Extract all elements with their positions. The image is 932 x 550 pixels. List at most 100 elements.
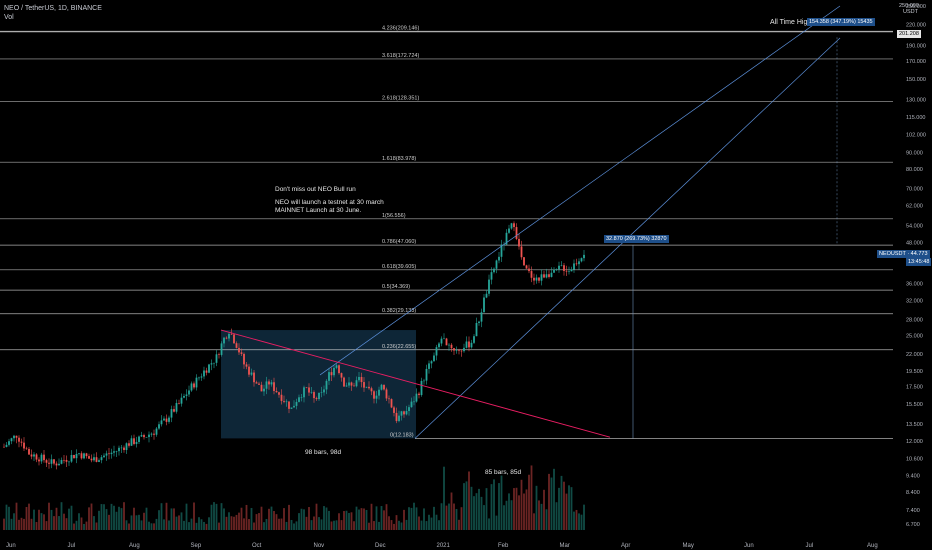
candle-body[interactable]: [98, 460, 100, 462]
candle-body[interactable]: [573, 263, 575, 270]
candle-body[interactable]: [305, 387, 308, 388]
candle-body[interactable]: [165, 418, 168, 422]
candle-body[interactable]: [3, 446, 5, 448]
candle-body[interactable]: [100, 457, 103, 461]
candle-body[interactable]: [328, 372, 330, 381]
candle-body[interactable]: [43, 454, 45, 461]
candle-body[interactable]: [118, 447, 120, 452]
candle-body[interactable]: [225, 337, 228, 339]
candle-body[interactable]: [343, 377, 345, 387]
candle-body[interactable]: [73, 455, 75, 459]
candle-body[interactable]: [373, 391, 375, 399]
candle-body[interactable]: [413, 401, 415, 403]
candle-body[interactable]: [480, 312, 483, 322]
candle-body[interactable]: [390, 399, 393, 408]
candle-body[interactable]: [55, 463, 58, 466]
candle-body[interactable]: [528, 268, 530, 272]
candle-body[interactable]: [208, 364, 210, 373]
candle-body[interactable]: [388, 398, 390, 400]
candle-body[interactable]: [555, 269, 558, 270]
candle-body[interactable]: [518, 238, 520, 247]
candle-body[interactable]: [195, 377, 198, 388]
candle-body[interactable]: [198, 377, 200, 379]
candle-body[interactable]: [565, 270, 568, 272]
candle-body[interactable]: [210, 363, 213, 365]
candle-body[interactable]: [95, 457, 98, 462]
candle-body[interactable]: [158, 424, 160, 429]
candle-body[interactable]: [460, 350, 463, 352]
candle-body[interactable]: [160, 420, 163, 425]
candle-body[interactable]: [365, 386, 368, 388]
candle-body[interactable]: [545, 274, 548, 278]
candle-body[interactable]: [258, 383, 260, 385]
volume-indicator-label[interactable]: Vol: [4, 14, 14, 21]
candle-body[interactable]: [323, 389, 325, 393]
candle-body[interactable]: [448, 344, 450, 346]
candle-body[interactable]: [215, 354, 218, 363]
candle-body[interactable]: [253, 372, 255, 383]
candle-body[interactable]: [568, 271, 570, 272]
candle-body[interactable]: [280, 394, 283, 401]
candle-body[interactable]: [175, 403, 178, 412]
candle-body[interactable]: [318, 392, 320, 400]
candle-body[interactable]: [283, 400, 285, 402]
candle-body[interactable]: [303, 387, 305, 398]
candle-body[interactable]: [115, 451, 118, 452]
candle-body[interactable]: [450, 344, 453, 349]
candle-body[interactable]: [333, 367, 335, 376]
candle-body[interactable]: [250, 372, 253, 375]
candle-body[interactable]: [498, 256, 500, 261]
candle-body[interactable]: [245, 364, 248, 367]
candle-body[interactable]: [475, 322, 478, 337]
candle-body[interactable]: [218, 354, 220, 355]
candle-body[interactable]: [410, 401, 413, 408]
candle-body[interactable]: [348, 382, 350, 386]
downtrend-line[interactable]: [220, 329, 611, 438]
candle-body[interactable]: [293, 405, 295, 408]
candle-body[interactable]: [403, 411, 405, 415]
candle-body[interactable]: [38, 459, 40, 462]
candle-body[interactable]: [420, 380, 423, 396]
candle-body[interactable]: [513, 223, 515, 228]
candle-body[interactable]: [233, 334, 235, 344]
candle-body[interactable]: [393, 407, 395, 413]
candle-body[interactable]: [135, 441, 138, 444]
candle-body[interactable]: [113, 451, 115, 453]
candle-body[interactable]: [278, 392, 280, 395]
candle-body[interactable]: [48, 462, 50, 464]
candle-body[interactable]: [463, 347, 465, 352]
candle-body[interactable]: [538, 277, 540, 281]
candle-body[interactable]: [110, 452, 113, 455]
candle-body[interactable]: [530, 271, 533, 278]
candle-body[interactable]: [438, 343, 440, 348]
candle-body[interactable]: [440, 338, 443, 344]
candle-body[interactable]: [383, 384, 385, 390]
candle-body[interactable]: [35, 454, 38, 460]
candle-body[interactable]: [90, 458, 93, 461]
candle-body[interactable]: [313, 392, 315, 399]
candle-body[interactable]: [478, 321, 480, 323]
candle-body[interactable]: [133, 438, 135, 444]
candle-body[interactable]: [200, 376, 203, 378]
candle-body[interactable]: [288, 401, 290, 409]
candle-body[interactable]: [400, 411, 403, 416]
candle-body[interactable]: [128, 443, 130, 446]
candle-body[interactable]: [163, 418, 165, 421]
candle-body[interactable]: [360, 376, 363, 383]
candle-body[interactable]: [15, 435, 18, 438]
candle-body[interactable]: [580, 258, 583, 262]
candle-body[interactable]: [103, 455, 105, 458]
candle-body[interactable]: [330, 372, 333, 376]
ath-measure-box[interactable]: 154.358 (347.19%) 15435: [807, 18, 875, 26]
candle-body[interactable]: [153, 433, 155, 435]
candle-body[interactable]: [560, 265, 563, 266]
candle-body[interactable]: [488, 279, 490, 294]
candle-body[interactable]: [80, 453, 83, 459]
candle-body[interactable]: [270, 382, 273, 385]
candle-body[interactable]: [570, 269, 573, 272]
candle-body[interactable]: [500, 244, 503, 257]
range-box[interactable]: [221, 330, 416, 439]
candle-body[interactable]: [190, 383, 193, 391]
candle-body[interactable]: [508, 228, 510, 233]
candle-body[interactable]: [525, 265, 528, 269]
